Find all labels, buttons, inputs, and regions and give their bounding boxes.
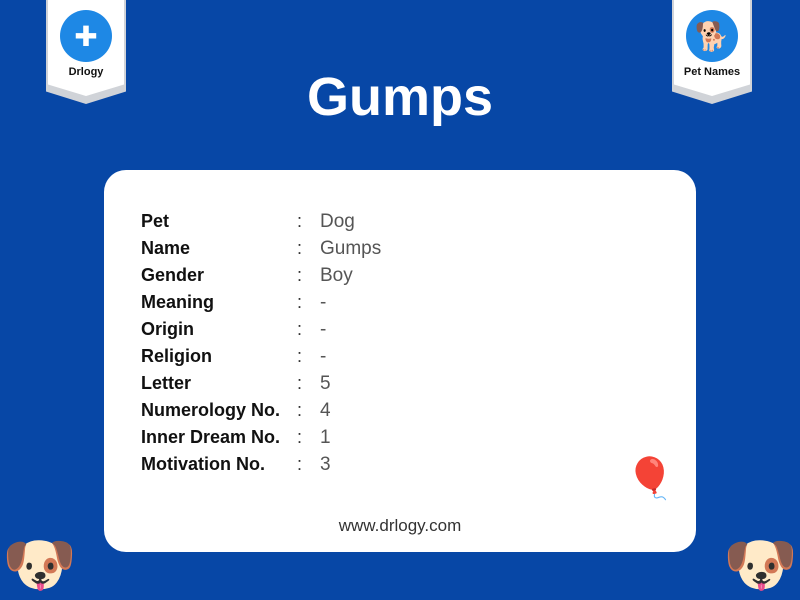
row-key: Name [141, 238, 191, 258]
dog-illustration-icon: 🐶 [723, 531, 798, 598]
row-separator: : [297, 427, 303, 447]
row-separator: : [297, 265, 303, 285]
pet-names-badge[interactable]: 🐕 Pet Names [674, 0, 750, 96]
row-key: Pet [141, 211, 170, 231]
pet-names-label: Pet Names [683, 66, 741, 78]
row-key: Motivation No. [141, 454, 265, 474]
row-value: 1 [320, 426, 331, 448]
info-row: Religion: - [141, 343, 326, 370]
row-value: Dog [320, 210, 355, 232]
info-row: Numerology No.:4 [141, 397, 331, 424]
row-key: Religion [141, 346, 212, 366]
row-separator: : [297, 400, 303, 420]
info-row: Gender: Boy [141, 262, 353, 289]
info-row: Origin: - [141, 316, 326, 343]
row-key: Numerology No. [141, 400, 281, 420]
drlogy-badge[interactable]: ✚ Drlogy [48, 0, 124, 96]
drlogy-label: Drlogy [68, 66, 104, 78]
info-card: www.drlogy.com Pet: Dog Name: Gumps Gender: B… [104, 170, 696, 552]
row-separator: : [297, 454, 303, 474]
row-value: 5 [320, 372, 331, 394]
row-key: Letter [141, 373, 192, 393]
dog-illustration-icon: 🐶 [2, 531, 77, 598]
row-key: Gender [141, 265, 205, 285]
row-value: 4 [320, 399, 331, 421]
row-value: 3 [320, 453, 331, 475]
row-value: - [320, 345, 327, 367]
info-row: Inner Dream No.:1 [141, 424, 331, 451]
row-separator: : [297, 211, 303, 231]
info-row: Motivation No.:3 [141, 451, 331, 478]
info-row: Name: Gumps [141, 235, 381, 262]
info-row: Letter:5 [141, 370, 331, 397]
row-value: Gumps [320, 237, 382, 259]
row-key: Inner Dream No. [141, 427, 281, 447]
row-value: Boy [320, 264, 353, 286]
info-row: Meaning: - [141, 289, 326, 316]
row-separator: : [297, 373, 303, 393]
medical-cross-icon: ✚ [60, 10, 112, 62]
website-url: www.drlogy.com [338, 516, 462, 535]
row-value: - [320, 291, 327, 313]
row-separator: : [297, 238, 303, 258]
info-row: Pet: Dog [141, 208, 355, 235]
dog-cat-icon: 🐕 [686, 10, 738, 62]
page-title: Gumps [306, 67, 494, 127]
row-key: Origin [141, 319, 194, 339]
row-separator: : [297, 319, 303, 339]
row-separator: : [297, 292, 303, 312]
row-value: - [320, 318, 327, 340]
row-separator: : [297, 346, 303, 366]
balloons-icon: 🎈 [625, 457, 675, 501]
row-key: Meaning [141, 292, 215, 312]
